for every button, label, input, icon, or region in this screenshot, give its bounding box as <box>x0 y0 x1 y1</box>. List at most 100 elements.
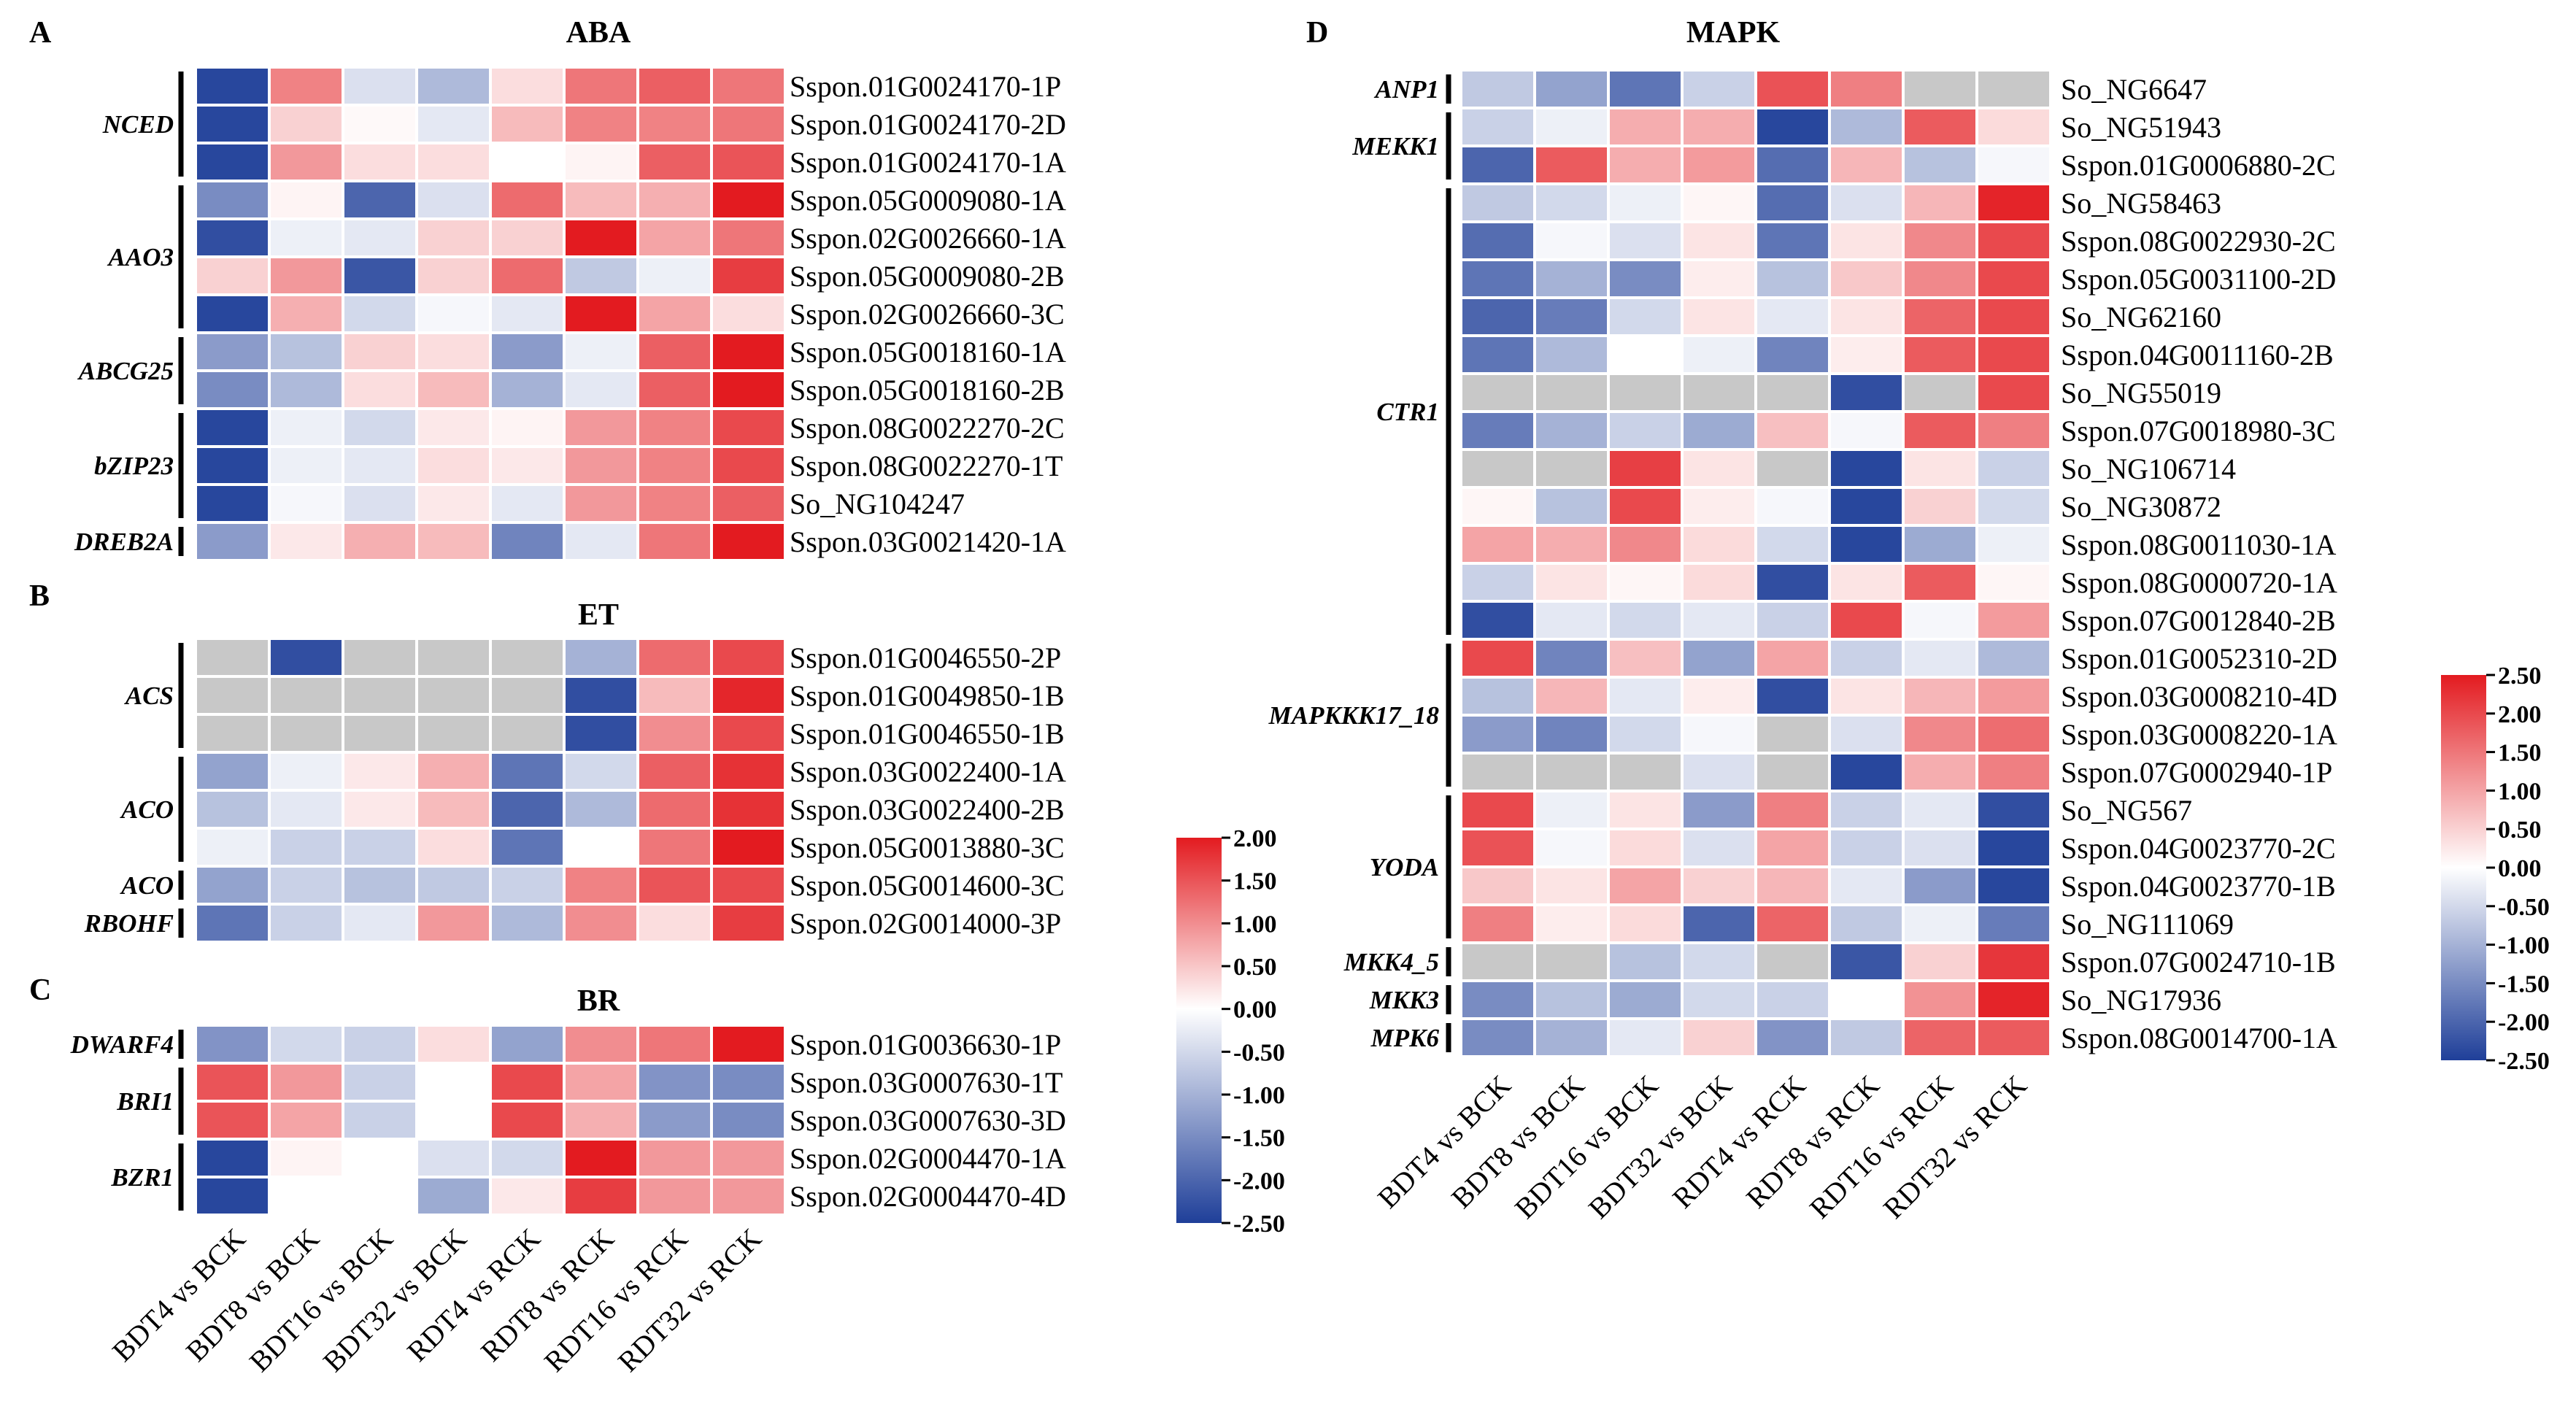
heatmap-cell <box>1902 258 1978 299</box>
heatmap-cell <box>1459 752 1536 792</box>
heatmap-cell <box>268 1100 344 1141</box>
heatmap-cell <box>1975 790 2052 830</box>
heatmap-cell <box>1828 182 1905 223</box>
heatmap-cell <box>1533 941 1610 982</box>
heatmap-cell <box>489 1138 566 1178</box>
group-label: YODA <box>1370 853 1439 881</box>
heatmap-cell <box>710 789 787 830</box>
heatmap-cell <box>415 903 492 944</box>
row-label: Sspon.01G0049850-1B <box>790 679 1065 712</box>
heatmap-cell <box>342 369 418 410</box>
heatmap-cell <box>194 675 271 716</box>
heatmap-cell <box>194 637 271 678</box>
heatmap-cell <box>415 293 492 334</box>
heatmap-cell <box>1828 676 1905 717</box>
heatmap-cell <box>1607 372 1684 413</box>
heatmap-cell <box>194 1024 271 1065</box>
heatmap-cell <box>1828 448 1905 489</box>
heatmap-cell <box>1607 790 1684 830</box>
heatmap-cell <box>489 865 566 906</box>
heatmap-cell <box>489 521 566 562</box>
heatmap-cell <box>1533 714 1610 755</box>
heatmap-cell <box>1754 296 1831 337</box>
heatmap-cell <box>1754 334 1831 375</box>
heatmap-cell <box>415 1024 492 1065</box>
colorbar-tick-label: -1.50 <box>2498 971 2550 998</box>
heatmap-cell <box>489 407 566 448</box>
group-label: MKK3 <box>1369 986 1439 1014</box>
heatmap-cell <box>563 293 639 334</box>
heatmap-cell <box>268 1024 344 1065</box>
row-label: Sspon.01G0024170-1P <box>790 70 1061 103</box>
row-label: Sspon.01G0024170-2D <box>790 108 1066 141</box>
heatmap-cell <box>342 293 418 334</box>
heatmap-cell <box>342 445 418 486</box>
heatmap-cell <box>1828 410 1905 451</box>
heatmap-cell <box>342 1024 418 1065</box>
row-label: So_NG51943 <box>2061 111 2221 144</box>
heatmap-cell <box>268 369 344 410</box>
colorbar-tick-label: 2.50 <box>2498 663 2542 690</box>
heatmap-cell <box>636 521 713 562</box>
heatmap-cell <box>636 255 713 296</box>
row-label: Sspon.01G0036630-1P <box>790 1028 1061 1061</box>
heatmap-cell <box>268 865 344 906</box>
heatmap-cell <box>1533 486 1610 527</box>
heatmap-cell <box>1533 372 1610 413</box>
heatmap-cell <box>415 255 492 296</box>
heatmap-cell <box>1607 752 1684 792</box>
heatmap-cell <box>1459 600 1536 641</box>
heatmap-cell <box>636 293 713 334</box>
heatmap-cell <box>268 903 344 944</box>
heatmap-cell <box>1533 600 1610 641</box>
heatmap-cell <box>563 407 639 448</box>
heatmap-cell <box>342 217 418 258</box>
heatmap-cell <box>415 445 492 486</box>
heatmap-cell <box>710 1062 787 1103</box>
heatmap-cell <box>342 675 418 716</box>
row-label: So_NG567 <box>2061 794 2192 827</box>
heatmap-cell <box>710 827 787 868</box>
heatmap-cell <box>342 789 418 830</box>
heatmap-cell <box>710 217 787 258</box>
heatmap-cell <box>1681 144 1757 185</box>
heatmap-cell <box>1828 562 1905 603</box>
heatmap-cell <box>1754 410 1831 451</box>
heatmap-cell <box>1681 600 1757 641</box>
heatmap-cell <box>1975 524 2052 565</box>
heatmap-cell <box>268 104 344 144</box>
heatmap-cell <box>710 865 787 906</box>
heatmap-cell <box>1828 979 1905 1020</box>
heatmap-cell <box>1459 638 1536 679</box>
heatmap-cell <box>1902 638 1978 679</box>
heatmap-cell <box>1533 107 1610 147</box>
heatmap-cell <box>268 1062 344 1103</box>
heatmap-cell <box>1754 372 1831 413</box>
heatmap-cell <box>1681 448 1757 489</box>
heatmap-panel-D: So_NG6647 So_NG51943 Sspon.01G0006880-2C So… <box>1268 69 2337 1058</box>
heatmap-cell <box>489 675 566 716</box>
heatmap-cell <box>563 713 639 754</box>
heatmap-cell <box>1754 144 1831 185</box>
heatmap-cell <box>710 713 787 754</box>
heatmap-cell <box>268 827 344 868</box>
heatmap-cell <box>563 180 639 220</box>
heatmap-cell <box>1828 334 1905 375</box>
heatmap-cell <box>1459 903 1536 944</box>
heatmap-cell <box>1533 258 1610 299</box>
heatmap-cell <box>1607 448 1684 489</box>
heatmap-cell <box>710 903 787 944</box>
row-label: Sspon.05G0009080-1A <box>790 184 1066 217</box>
heatmap-cell <box>489 180 566 220</box>
heatmap-cell <box>710 180 787 220</box>
heatmap-cell <box>1533 752 1610 792</box>
heatmap-cell <box>636 713 713 754</box>
heatmap-cell <box>1459 1017 1536 1058</box>
heatmap-cell <box>1975 220 2052 261</box>
heatmap-cell <box>1459 790 1536 830</box>
heatmap-cell <box>415 369 492 410</box>
row-label: Sspon.03G0007630-1T <box>790 1066 1063 1099</box>
group-label: MAPKKK17_18 <box>1268 701 1439 730</box>
